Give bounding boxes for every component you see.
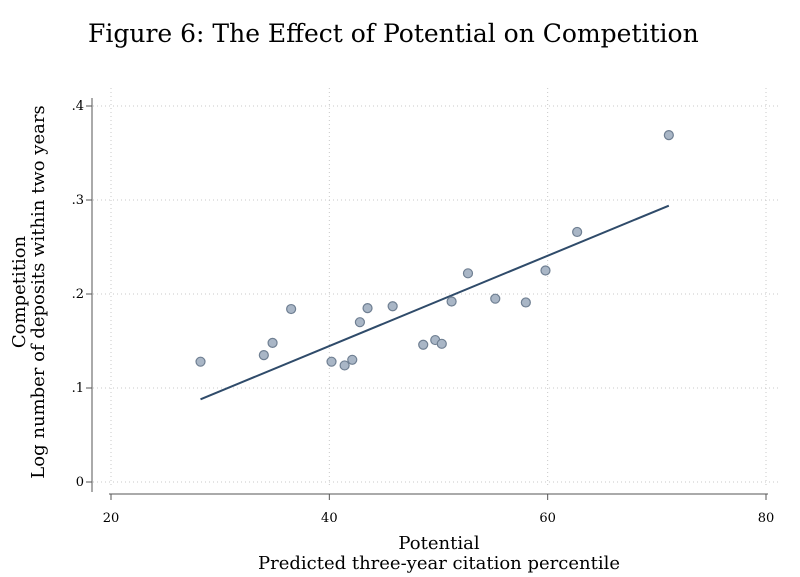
scatter-point bbox=[258, 350, 269, 361]
scatter-point bbox=[436, 338, 447, 349]
axes bbox=[91, 98, 768, 495]
scatter-point bbox=[195, 356, 206, 367]
scatter-point bbox=[362, 303, 373, 314]
scatter-point bbox=[572, 226, 583, 238]
x-tick-label: 60 bbox=[539, 511, 556, 526]
scatter-point bbox=[339, 360, 350, 371]
scatter-point bbox=[462, 268, 474, 279]
scatter-point bbox=[540, 265, 551, 276]
fit-line-group bbox=[200, 204, 670, 401]
scatter-point bbox=[267, 337, 278, 348]
x-axis-label: Potential bbox=[398, 533, 479, 554]
scatter-point bbox=[354, 317, 365, 328]
scatter-point bbox=[418, 339, 429, 350]
scatter-point bbox=[286, 303, 297, 315]
x-tick-label: 20 bbox=[103, 511, 120, 526]
scatter-point bbox=[347, 354, 358, 365]
y-tick-label: 0 bbox=[76, 475, 84, 490]
x-tick-label: 80 bbox=[758, 511, 775, 526]
scatter-point bbox=[387, 301, 398, 312]
y-ticks: 0 .1 .2 .3 .4 bbox=[72, 99, 92, 490]
x-tick-label: 40 bbox=[321, 511, 338, 526]
scatter-point bbox=[326, 356, 337, 367]
y-tick-label: .2 bbox=[72, 287, 84, 302]
x-ticks: 20 40 60 80 bbox=[103, 494, 775, 526]
scatter-points bbox=[195, 130, 674, 371]
scatter-point bbox=[446, 296, 457, 307]
y-axis-label: Competition bbox=[9, 235, 30, 348]
x-axis-sublabel: Predicted three-year citation percentile bbox=[258, 553, 620, 574]
grid-lines bbox=[93, 88, 780, 487]
y-tick-label: .4 bbox=[72, 99, 84, 114]
y-tick-label: .3 bbox=[72, 193, 84, 208]
fit-line bbox=[200, 204, 670, 401]
y-tick-label: .1 bbox=[72, 381, 84, 396]
chart-title: Figure 6: The Effect of Potential on Com… bbox=[88, 19, 699, 48]
scatter-point bbox=[490, 293, 501, 304]
scatter-point bbox=[663, 130, 674, 141]
y-axis-sublabel: Log number of deposits within two years bbox=[28, 105, 49, 478]
scatter-point bbox=[520, 297, 531, 308]
